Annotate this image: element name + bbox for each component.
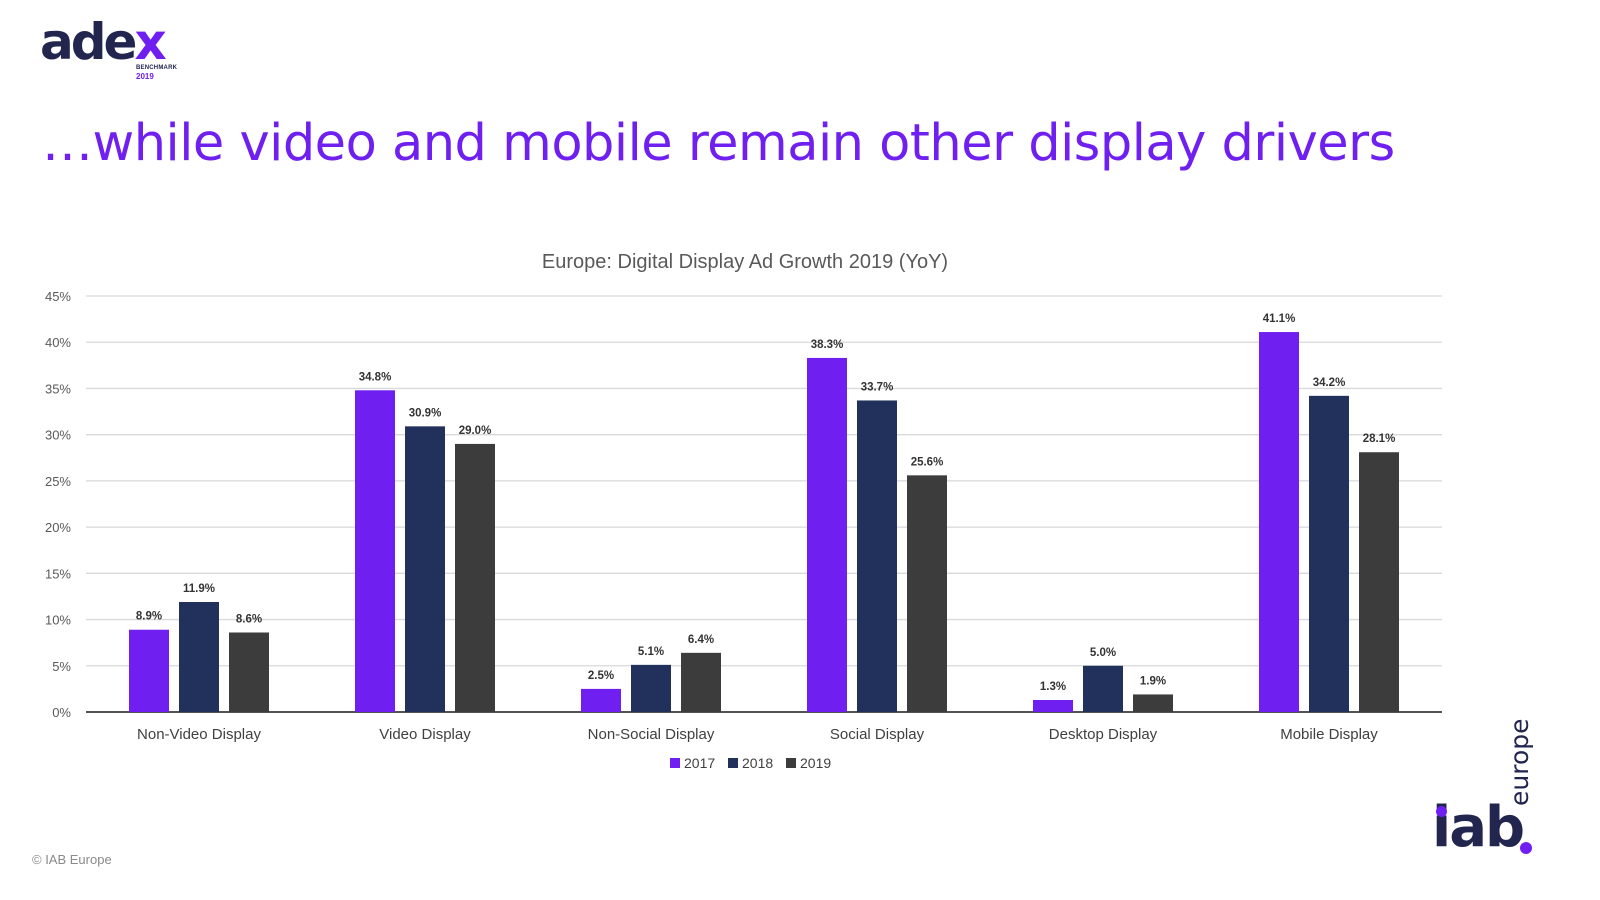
y-tick-label: 10% [45, 613, 71, 628]
bar [681, 652, 721, 712]
adex-logo-sub: BENCHMARK [136, 65, 178, 71]
data-label: 5.1% [638, 646, 664, 658]
data-label: 11.9% [183, 583, 215, 595]
x-tick-label: Social Display [830, 726, 925, 743]
slide-title: …while video and mobile remain other dis… [42, 114, 1395, 173]
bar [129, 629, 169, 712]
data-label: 1.9% [1140, 675, 1166, 687]
data-label: 1.3% [1040, 681, 1066, 693]
data-label: 34.2% [1313, 377, 1346, 389]
bar [807, 357, 847, 712]
y-tick-label: 15% [45, 566, 71, 581]
data-label: 29.0% [459, 425, 492, 437]
data-label: 28.1% [1363, 433, 1396, 445]
bar-chart: Europe: Digital Display Ad Growth 2019 (… [45, 251, 1442, 771]
iab-logo-dot-top [1436, 806, 1447, 817]
copyright-footer: © IAB Europe [32, 852, 112, 867]
legend-swatch [728, 758, 738, 768]
data-label: 25.6% [911, 456, 944, 468]
data-label: 33.7% [861, 381, 894, 393]
y-tick-label: 35% [45, 381, 71, 396]
data-label: 8.9% [136, 611, 162, 623]
adex-logo: adex BENCHMARK 2019 [40, 12, 180, 82]
y-tick-label: 30% [45, 428, 71, 443]
bar [631, 664, 671, 712]
data-label: 34.8% [359, 371, 392, 383]
x-tick-label: Mobile Display [1280, 726, 1378, 743]
x-tick-label: Non-Video Display [137, 726, 261, 743]
iab-logo-europe: europe [1505, 718, 1534, 807]
bar [581, 688, 621, 712]
bar [907, 475, 947, 712]
bar [1359, 452, 1399, 712]
legend-label: 2017 [684, 755, 715, 771]
x-tick-label: Video Display [379, 726, 471, 743]
data-label: 2.5% [588, 670, 614, 682]
iab-europe-logo: iab europe [1428, 719, 1578, 862]
bar [179, 601, 219, 712]
data-label: 5.0% [1090, 647, 1116, 659]
legend-swatch [670, 758, 680, 768]
bar [1259, 332, 1299, 712]
bar [1033, 699, 1073, 712]
bar [405, 426, 445, 712]
bar [355, 390, 395, 712]
bar [1133, 694, 1173, 712]
bar [1083, 665, 1123, 712]
chart-title: Europe: Digital Display Ad Growth 2019 (… [542, 251, 948, 273]
bar [857, 400, 897, 712]
bar [229, 632, 269, 712]
y-tick-label: 25% [45, 474, 71, 489]
y-tick-label: 5% [52, 659, 71, 674]
data-label: 41.1% [1263, 313, 1296, 325]
adex-logo-year: 2019 [136, 72, 154, 81]
bar [1309, 395, 1349, 712]
legend-label: 2019 [800, 755, 831, 771]
adex-logo-word: adex [40, 13, 167, 71]
legend-label: 2018 [742, 755, 773, 771]
bar [455, 443, 495, 712]
y-tick-label: 45% [45, 289, 71, 304]
legend-swatch [786, 758, 796, 768]
data-label: 38.3% [811, 339, 844, 351]
iab-logo-word: iab [1432, 795, 1525, 860]
x-tick-label: Desktop Display [1049, 726, 1158, 743]
iab-logo-dot-bottom [1520, 842, 1532, 854]
data-label: 6.4% [688, 634, 714, 646]
y-tick-label: 0% [52, 705, 71, 720]
x-tick-label: Non-Social Display [588, 726, 715, 743]
data-label: 8.6% [236, 613, 262, 625]
y-tick-label: 40% [45, 335, 71, 350]
y-tick-label: 20% [45, 520, 71, 535]
data-label: 30.9% [409, 407, 442, 419]
